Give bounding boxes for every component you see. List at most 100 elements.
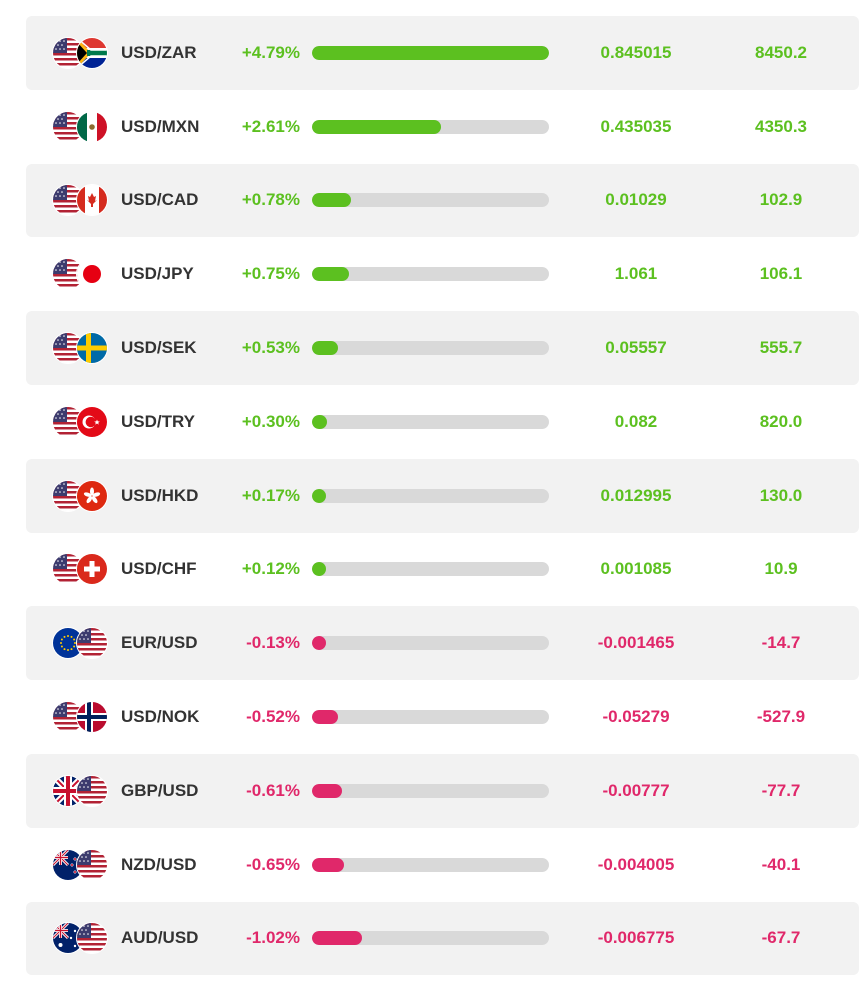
change-value: 0.082 <box>614 411 658 431</box>
flag-pair <box>52 36 108 69</box>
change-bar-fill <box>312 193 351 208</box>
change-pips: 4350.3 <box>755 116 807 136</box>
pair-label: USD/NOK <box>121 707 200 727</box>
gb-flag-icon <box>52 774 84 807</box>
change-bar <box>312 783 549 798</box>
change-percent: +0.12% <box>241 559 300 579</box>
pair-label: USD/TRY <box>121 411 195 431</box>
change-percent: +0.75% <box>241 264 300 284</box>
change-value: 0.01029 <box>605 190 667 210</box>
change-value: 0.435035 <box>600 116 672 136</box>
change-value: -0.006775 <box>597 928 675 948</box>
change-bar <box>312 636 549 651</box>
table-row[interactable]: USD/CAD +0.78% 0.01029 102.9 <box>26 163 859 238</box>
change-bar-fill <box>312 857 345 872</box>
table-row[interactable]: USD/NOK -0.52% -0.05279 -527.9 <box>26 680 859 754</box>
za-flag-icon <box>76 36 108 69</box>
change-bar <box>312 45 549 60</box>
change-bar-fill <box>312 783 343 798</box>
change-percent: -0.65% <box>246 854 300 874</box>
table-row[interactable]: GBP/USD -0.61% -0.00777 -77.7 <box>26 753 859 828</box>
pair-label: AUD/USD <box>121 928 199 948</box>
table-row[interactable]: USD/JPY +0.75% 1.061 106.1 <box>26 237 859 311</box>
change-percent: +2.61% <box>241 116 300 136</box>
flag-pair <box>52 405 108 438</box>
table-row[interactable]: USD/MXN +2.61% 0.435035 4350.3 <box>26 90 859 164</box>
change-pips: -14.7 <box>761 633 801 653</box>
jp-flag-icon <box>76 258 108 291</box>
hk-flag-icon <box>76 479 108 512</box>
change-bar <box>312 857 549 872</box>
us-flag-icon <box>52 332 84 365</box>
change-value: 0.05557 <box>605 338 667 358</box>
pair-label: GBP/USD <box>121 780 199 800</box>
us-flag-icon <box>76 627 108 660</box>
change-value: 0.001085 <box>600 559 672 579</box>
change-bar-fill <box>312 341 339 356</box>
change-bar-fill <box>312 267 350 282</box>
flag-pair <box>52 184 108 217</box>
table-row[interactable]: EUR/USD -0.13% -0.001465 -14.7 <box>26 606 859 681</box>
us-flag-icon <box>76 922 108 955</box>
table-row[interactable]: USD/HKD +0.17% 0.012995 130.0 <box>26 458 859 533</box>
flag-pair <box>52 922 108 955</box>
pair-label: USD/ZAR <box>121 42 197 62</box>
flag-pair <box>52 332 108 365</box>
flag-pair <box>52 774 108 807</box>
change-pips: 106.1 <box>759 264 803 284</box>
flag-pair <box>52 110 108 143</box>
tr-flag-icon <box>76 405 108 438</box>
table-row[interactable]: USD/CHF +0.12% 0.001085 10.9 <box>26 533 859 607</box>
pair-label: USD/CHF <box>121 559 197 579</box>
change-bar <box>312 931 549 946</box>
au-flag-icon <box>52 922 84 955</box>
change-bar <box>312 710 549 725</box>
change-percent: +0.78% <box>241 190 300 210</box>
change-bar-fill <box>312 710 338 725</box>
change-pips: -527.9 <box>756 707 806 727</box>
change-percent: +4.79% <box>241 42 300 62</box>
change-percent: -0.13% <box>246 633 300 653</box>
change-pips: 10.9 <box>764 559 798 579</box>
table-row[interactable]: USD/SEK +0.53% 0.05557 555.7 <box>26 311 859 385</box>
change-bar-fill <box>312 45 549 60</box>
change-bar-fill <box>312 931 363 946</box>
change-bar-fill <box>312 119 442 134</box>
change-bar-fill <box>312 414 327 429</box>
flag-pair <box>52 479 108 512</box>
change-bar <box>312 341 549 356</box>
pair-label: USD/SEK <box>121 338 197 358</box>
change-value: -0.00777 <box>602 780 670 800</box>
change-percent: -0.61% <box>246 780 300 800</box>
ch-flag-icon <box>76 553 108 586</box>
pair-label: USD/JPY <box>121 264 194 284</box>
change-pips: -77.7 <box>761 780 801 800</box>
change-percent: +0.17% <box>241 485 300 505</box>
change-value: -0.05279 <box>602 707 670 727</box>
flag-pair <box>52 701 108 734</box>
change-pips: 102.9 <box>759 190 803 210</box>
table-row[interactable]: USD/ZAR +4.79% 0.845015 8450.2 <box>26 16 859 90</box>
table-row[interactable]: AUD/USD -1.02% -0.006775 -67.7 <box>26 901 859 976</box>
change-bar <box>312 414 549 429</box>
currency-pair-list: USD/ZAR +4.79% 0.845015 8450.2 USD/MXN +… <box>26 16 859 976</box>
table-row[interactable]: NZD/USD -0.65% -0.004005 -40.1 <box>26 828 859 902</box>
pair-label: USD/HKD <box>121 485 199 505</box>
mx-flag-icon <box>76 110 108 143</box>
change-value: 0.012995 <box>600 485 672 505</box>
change-percent: +0.53% <box>241 338 300 358</box>
change-bar <box>312 119 549 134</box>
change-bar-fill <box>312 562 326 577</box>
flag-pair <box>52 627 108 660</box>
change-pips: -67.7 <box>761 928 801 948</box>
flag-pair <box>52 848 108 881</box>
us-flag-icon <box>76 848 108 881</box>
change-bar <box>312 193 549 208</box>
se-flag-icon <box>76 332 108 365</box>
change-bar <box>312 562 549 577</box>
table-row[interactable]: USD/TRY +0.30% 0.082 820.0 <box>26 385 859 459</box>
change-value: -0.001465 <box>597 633 675 653</box>
ca-flag-icon <box>76 184 108 217</box>
change-bar-fill <box>312 488 326 503</box>
change-pips: -40.1 <box>761 854 801 874</box>
